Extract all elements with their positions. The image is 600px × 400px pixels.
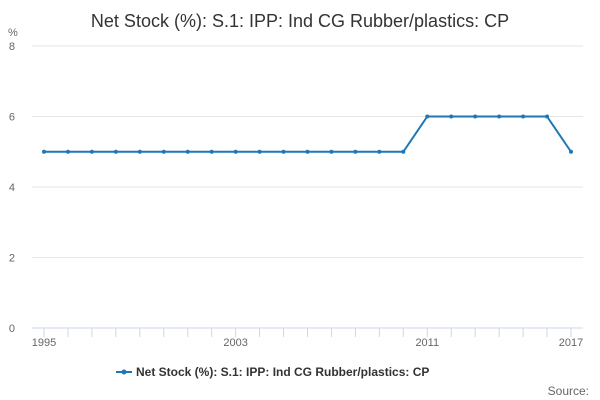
y-tick-label: 0: [9, 323, 15, 335]
data-point[interactable]: [497, 114, 502, 119]
data-point[interactable]: [521, 114, 526, 119]
x-tick-label: 2003: [223, 337, 247, 349]
data-point[interactable]: [137, 149, 142, 154]
x-tick-label: 1995: [32, 337, 56, 349]
y-tick-label: 2: [9, 253, 15, 265]
data-point[interactable]: [545, 114, 550, 119]
data-point[interactable]: [305, 149, 310, 154]
data-point[interactable]: [281, 149, 286, 154]
y-tick-label: 6: [9, 112, 15, 124]
data-point[interactable]: [209, 149, 214, 154]
x-axis: 1995 2003 2011 2017: [32, 327, 583, 349]
chart-title: Net Stock (%): S.1: IPP: Ind CG Rubber/p…: [91, 11, 509, 31]
data-point[interactable]: [65, 149, 70, 154]
data-point[interactable]: [425, 114, 430, 119]
data-point[interactable]: [569, 149, 573, 154]
y-axis-unit: %: [8, 27, 18, 39]
x-tick-label: 2017: [559, 337, 583, 349]
series-polyline[interactable]: [44, 115, 572, 153]
data-point[interactable]: [42, 149, 46, 154]
data-point[interactable]: [473, 114, 478, 119]
series-line[interactable]: [42, 114, 573, 154]
x-tick-label: 2011: [415, 337, 439, 349]
y-tick-label: 8: [9, 41, 15, 53]
source-label: Source:: [548, 384, 589, 398]
grid-lines: 0 2 4 6 8: [9, 41, 583, 335]
data-point[interactable]: [449, 114, 454, 119]
data-point[interactable]: [353, 149, 358, 154]
data-point[interactable]: [377, 149, 382, 154]
data-point[interactable]: [89, 149, 94, 154]
data-point[interactable]: [185, 149, 190, 154]
data-point[interactable]: [257, 149, 262, 154]
data-point[interactable]: [329, 149, 334, 154]
data-point[interactable]: [113, 149, 118, 154]
legend[interactable]: Net Stock (%): S.1: IPP: Ind CG Rubber/p…: [116, 365, 429, 379]
y-tick-label: 4: [9, 182, 15, 194]
data-point[interactable]: [233, 149, 238, 154]
data-point[interactable]: [401, 149, 406, 154]
data-point[interactable]: [161, 149, 166, 154]
legend-item-label[interactable]: Net Stock (%): S.1: IPP: Ind CG Rubber/p…: [136, 365, 429, 379]
legend-point-marker: [121, 369, 127, 375]
